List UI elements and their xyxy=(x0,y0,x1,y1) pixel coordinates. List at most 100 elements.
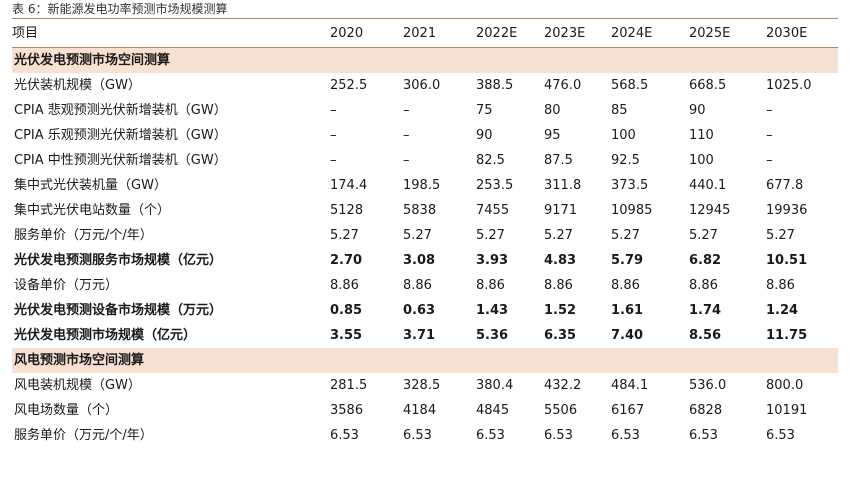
value-cell: 80 xyxy=(544,103,561,118)
value-cell: 95 xyxy=(544,128,561,143)
value-cell: 8.86 xyxy=(611,278,640,293)
value-cell: 92.5 xyxy=(611,153,640,168)
value-cell: 174.4 xyxy=(330,178,368,193)
row-label: 风电装机规模（GW） xyxy=(14,378,141,393)
value-cell: 6.53 xyxy=(403,428,432,443)
value-cell: 1.43 xyxy=(476,303,509,318)
value-cell: 10985 xyxy=(611,203,653,218)
value-cell: 6.53 xyxy=(544,428,573,443)
value-cell: 75 xyxy=(476,103,493,118)
table-row: 设备单价（万元） 8.86 8.86 8.86 8.86 8.86 8.86 8.86 xyxy=(12,273,838,298)
row-label: 风电场数量（个） xyxy=(14,403,119,418)
row-label: 光伏发电预测设备市场规模（万元） xyxy=(14,303,223,318)
value-cell: 388.5 xyxy=(476,78,514,93)
value-cell: 100 xyxy=(611,128,636,143)
value-cell: 6.53 xyxy=(689,428,718,443)
header-cell-item: 项目 xyxy=(12,20,330,48)
value-cell: 1.74 xyxy=(689,303,722,318)
value-cell: 3.71 xyxy=(403,328,436,343)
value-cell: – xyxy=(403,128,410,143)
value-cell: – xyxy=(403,153,410,168)
value-cell: 5128 xyxy=(330,203,364,218)
value-cell: 568.5 xyxy=(611,78,649,93)
row-label: 集中式光伏电站数量（个） xyxy=(14,203,171,218)
value-cell: 5.36 xyxy=(476,328,509,343)
table-row: 集中式光伏电站数量（个） 5128 5838 7455 9171 10985 12945 19… xyxy=(12,198,838,223)
value-cell: 536.0 xyxy=(689,378,727,393)
value-cell: 440.1 xyxy=(689,178,727,193)
value-cell: 5.27 xyxy=(476,228,505,243)
value-cell: 10191 xyxy=(766,403,808,418)
table-header-row: 项目 2020 2021 2022E 2023E 2024E 2025E 203… xyxy=(12,20,838,48)
value-cell: 3.93 xyxy=(476,253,509,268)
value-cell: 6.53 xyxy=(476,428,505,443)
value-cell: 87.5 xyxy=(544,153,573,168)
value-cell: 668.5 xyxy=(689,78,727,93)
value-cell: 1.52 xyxy=(544,303,577,318)
table-row: CPIA 中性预测光伏新增装机（GW） – – 82.5 87.5 92.5 100 – xyxy=(12,148,838,173)
value-cell: 5.27 xyxy=(689,228,718,243)
value-cell: 1025.0 xyxy=(766,78,812,93)
value-cell: 677.8 xyxy=(766,178,804,193)
table-caption: 表 6：新能源发电功率预测市场规模测算 xyxy=(12,2,228,16)
row-label: 设备单价（万元） xyxy=(14,278,119,293)
value-cell: 90 xyxy=(476,128,493,143)
value-cell: 252.5 xyxy=(330,78,368,93)
header-cell-year: 2021 xyxy=(403,20,476,48)
row-label: 光伏发电预测市场规模（亿元） xyxy=(14,328,197,343)
row-label: CPIA 乐观预测光伏新增装机（GW） xyxy=(14,128,227,143)
value-cell: 4184 xyxy=(403,403,437,418)
section-title: 风电预测市场空间测算 xyxy=(12,348,838,373)
table-row-total: 光伏发电预测设备市场规模（万元） 0.85 0.63 1.43 1.52 1.61 1.74… xyxy=(12,298,838,323)
value-cell: 2.70 xyxy=(330,253,363,268)
table-row: 风电场数量（个） 3586 4184 4845 5506 6167 6828 10191 xyxy=(12,398,838,423)
value-cell: 476.0 xyxy=(544,78,582,93)
value-cell: – xyxy=(766,128,773,143)
header-cell-year: 2020 xyxy=(330,20,403,48)
value-cell: 5.27 xyxy=(544,228,573,243)
value-cell: 6.35 xyxy=(544,328,577,343)
table-row: 服务单价（万元/个/年） 5.27 5.27 5.27 5.27 5.27 5.27 5.27 xyxy=(12,223,838,248)
value-cell: 8.86 xyxy=(330,278,359,293)
table-row-total: 光伏发电预测服务市场规模（亿元） 2.70 3.08 3.93 4.83 5.79 6.82… xyxy=(12,248,838,273)
value-cell: 8.86 xyxy=(476,278,505,293)
value-cell: 5.27 xyxy=(403,228,432,243)
value-cell: 0.85 xyxy=(330,303,363,318)
value-cell: 6.53 xyxy=(330,428,359,443)
header-cell-year: 2025E xyxy=(689,20,766,48)
value-cell: 3.08 xyxy=(403,253,436,268)
value-cell: 281.5 xyxy=(330,378,368,393)
row-label: CPIA 中性预测光伏新增装机（GW） xyxy=(14,153,227,168)
row-label: 光伏装机规模（GW） xyxy=(14,78,141,93)
value-cell: – xyxy=(330,128,337,143)
value-cell: 6.82 xyxy=(689,253,722,268)
value-cell: 6.53 xyxy=(611,428,640,443)
value-cell: – xyxy=(330,103,337,118)
value-cell: 306.0 xyxy=(403,78,441,93)
header-cell-year: 2023E xyxy=(544,20,611,48)
row-label: CPIA 悲观预测光伏新增装机（GW） xyxy=(14,103,227,118)
header-cell-year: 2030E xyxy=(766,20,838,48)
value-cell: 85 xyxy=(611,103,628,118)
value-cell: 484.1 xyxy=(611,378,649,393)
table-row: 风电装机规模（GW） 281.5 328.5 380.4 432.2 484.1 536.0… xyxy=(12,373,838,398)
value-cell: 90 xyxy=(689,103,706,118)
value-cell: 19936 xyxy=(766,203,808,218)
value-cell: 8.56 xyxy=(689,328,722,343)
value-cell: 253.5 xyxy=(476,178,514,193)
value-cell: 5838 xyxy=(403,203,437,218)
section-header-row: 风电预测市场空间测算 xyxy=(12,348,838,373)
table-row: CPIA 悲观预测光伏新增装机（GW） – – 75 80 85 90 – xyxy=(12,98,838,123)
table-row: 光伏装机规模（GW） 252.5 306.0 388.5 476.0 568.5 668.5… xyxy=(12,73,838,98)
value-cell: 5506 xyxy=(544,403,578,418)
table-body: 光伏发电预测市场空间测算光伏装机规模（GW） 252.5 306.0 388.5 476… xyxy=(12,47,838,449)
row-label: 服务单价（万元/个/年） xyxy=(14,428,153,443)
value-cell: 1.61 xyxy=(611,303,644,318)
top-rule xyxy=(12,18,838,19)
header-cell-year: 2024E xyxy=(611,20,689,48)
section-header-row: 光伏发电预测市场空间测算 xyxy=(12,47,838,73)
header-cell-year: 2022E xyxy=(476,20,544,48)
value-cell: 5.79 xyxy=(611,253,644,268)
value-cell: 7.40 xyxy=(611,328,644,343)
